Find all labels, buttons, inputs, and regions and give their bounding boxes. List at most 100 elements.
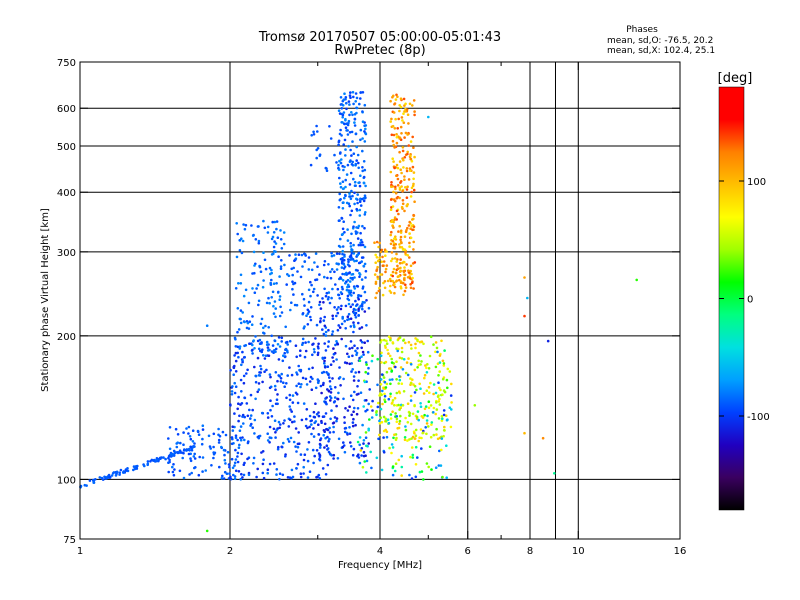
data-point bbox=[411, 165, 415, 169]
data-point bbox=[238, 347, 241, 350]
data-point bbox=[230, 393, 234, 396]
data-point bbox=[303, 355, 307, 359]
data-point bbox=[146, 460, 150, 463]
data-point bbox=[260, 411, 264, 415]
data-point bbox=[359, 231, 362, 235]
data-point bbox=[223, 458, 227, 462]
data-point bbox=[349, 148, 352, 152]
data-point bbox=[237, 402, 240, 406]
data-point bbox=[423, 373, 427, 377]
data-point bbox=[274, 371, 278, 374]
data-point bbox=[399, 238, 402, 242]
data-point bbox=[308, 414, 312, 418]
data-point bbox=[254, 397, 257, 401]
data-point bbox=[238, 443, 241, 447]
data-point bbox=[251, 287, 254, 290]
data-point bbox=[354, 100, 358, 103]
data-point bbox=[254, 374, 258, 378]
data-point bbox=[212, 452, 216, 456]
data-point bbox=[275, 282, 278, 285]
data-point bbox=[274, 388, 277, 392]
data-point bbox=[318, 303, 321, 307]
data-point bbox=[322, 332, 326, 336]
data-point bbox=[361, 166, 364, 169]
data-point bbox=[146, 462, 150, 466]
data-point bbox=[309, 315, 312, 319]
data-point bbox=[237, 446, 241, 450]
data-point bbox=[391, 279, 395, 283]
data-point bbox=[395, 141, 399, 145]
data-point bbox=[356, 385, 359, 388]
data-point bbox=[327, 373, 330, 377]
data-point bbox=[359, 97, 362, 100]
data-point bbox=[425, 389, 429, 393]
data-point bbox=[358, 275, 361, 279]
data-point bbox=[408, 232, 411, 235]
data-point bbox=[252, 250, 256, 254]
data-point bbox=[389, 395, 392, 398]
data-point bbox=[212, 456, 215, 460]
data-point bbox=[401, 189, 404, 193]
data-point bbox=[430, 421, 434, 424]
data-point bbox=[441, 417, 444, 421]
data-point bbox=[349, 197, 353, 201]
data-point bbox=[126, 467, 129, 470]
data-point bbox=[358, 200, 362, 203]
data-point bbox=[323, 260, 327, 263]
data-point bbox=[403, 175, 406, 178]
data-point bbox=[448, 406, 452, 410]
data-point bbox=[395, 420, 399, 424]
data-point bbox=[411, 135, 415, 139]
data-point bbox=[378, 241, 382, 245]
data-point bbox=[315, 278, 319, 281]
data-point bbox=[286, 343, 290, 346]
data-point bbox=[410, 477, 414, 480]
data-point bbox=[329, 363, 333, 367]
colorbar-label: [deg] bbox=[718, 71, 753, 86]
data-point bbox=[400, 346, 404, 350]
data-point bbox=[382, 436, 385, 439]
data-point bbox=[427, 385, 431, 389]
data-point bbox=[330, 254, 334, 258]
data-point bbox=[318, 477, 322, 480]
data-point bbox=[352, 375, 356, 378]
data-point bbox=[241, 350, 244, 354]
data-point bbox=[415, 388, 418, 392]
chart-subtitle: RwPretec (8p) bbox=[334, 43, 425, 58]
data-point bbox=[354, 316, 358, 319]
data-point bbox=[345, 288, 349, 292]
data-point bbox=[397, 117, 401, 121]
data-point bbox=[305, 417, 308, 421]
data-point bbox=[412, 248, 415, 251]
data-point bbox=[333, 270, 336, 274]
data-point bbox=[233, 477, 237, 481]
data-point bbox=[523, 314, 526, 318]
data-point bbox=[450, 401, 453, 404]
data-point bbox=[352, 379, 356, 382]
data-point bbox=[381, 402, 384, 406]
data-point bbox=[297, 382, 301, 386]
legend-title: Phases bbox=[626, 25, 658, 35]
grid bbox=[80, 62, 680, 539]
data-point bbox=[197, 433, 201, 437]
data-point bbox=[366, 350, 370, 354]
data-point bbox=[272, 462, 276, 465]
data-point bbox=[248, 408, 251, 412]
data-point bbox=[172, 473, 176, 477]
data-point bbox=[272, 252, 275, 256]
data-point bbox=[188, 473, 191, 476]
data-point bbox=[408, 102, 412, 106]
data-point bbox=[256, 283, 260, 287]
data-point bbox=[251, 234, 255, 237]
data-point bbox=[281, 473, 285, 477]
data-point bbox=[363, 213, 367, 216]
data-point bbox=[243, 227, 247, 231]
data-point bbox=[413, 200, 416, 203]
data-point bbox=[336, 457, 340, 460]
data-point bbox=[407, 269, 410, 273]
data-point bbox=[413, 110, 416, 113]
data-point bbox=[262, 251, 265, 254]
data-point bbox=[367, 428, 371, 432]
data-point bbox=[391, 124, 395, 128]
